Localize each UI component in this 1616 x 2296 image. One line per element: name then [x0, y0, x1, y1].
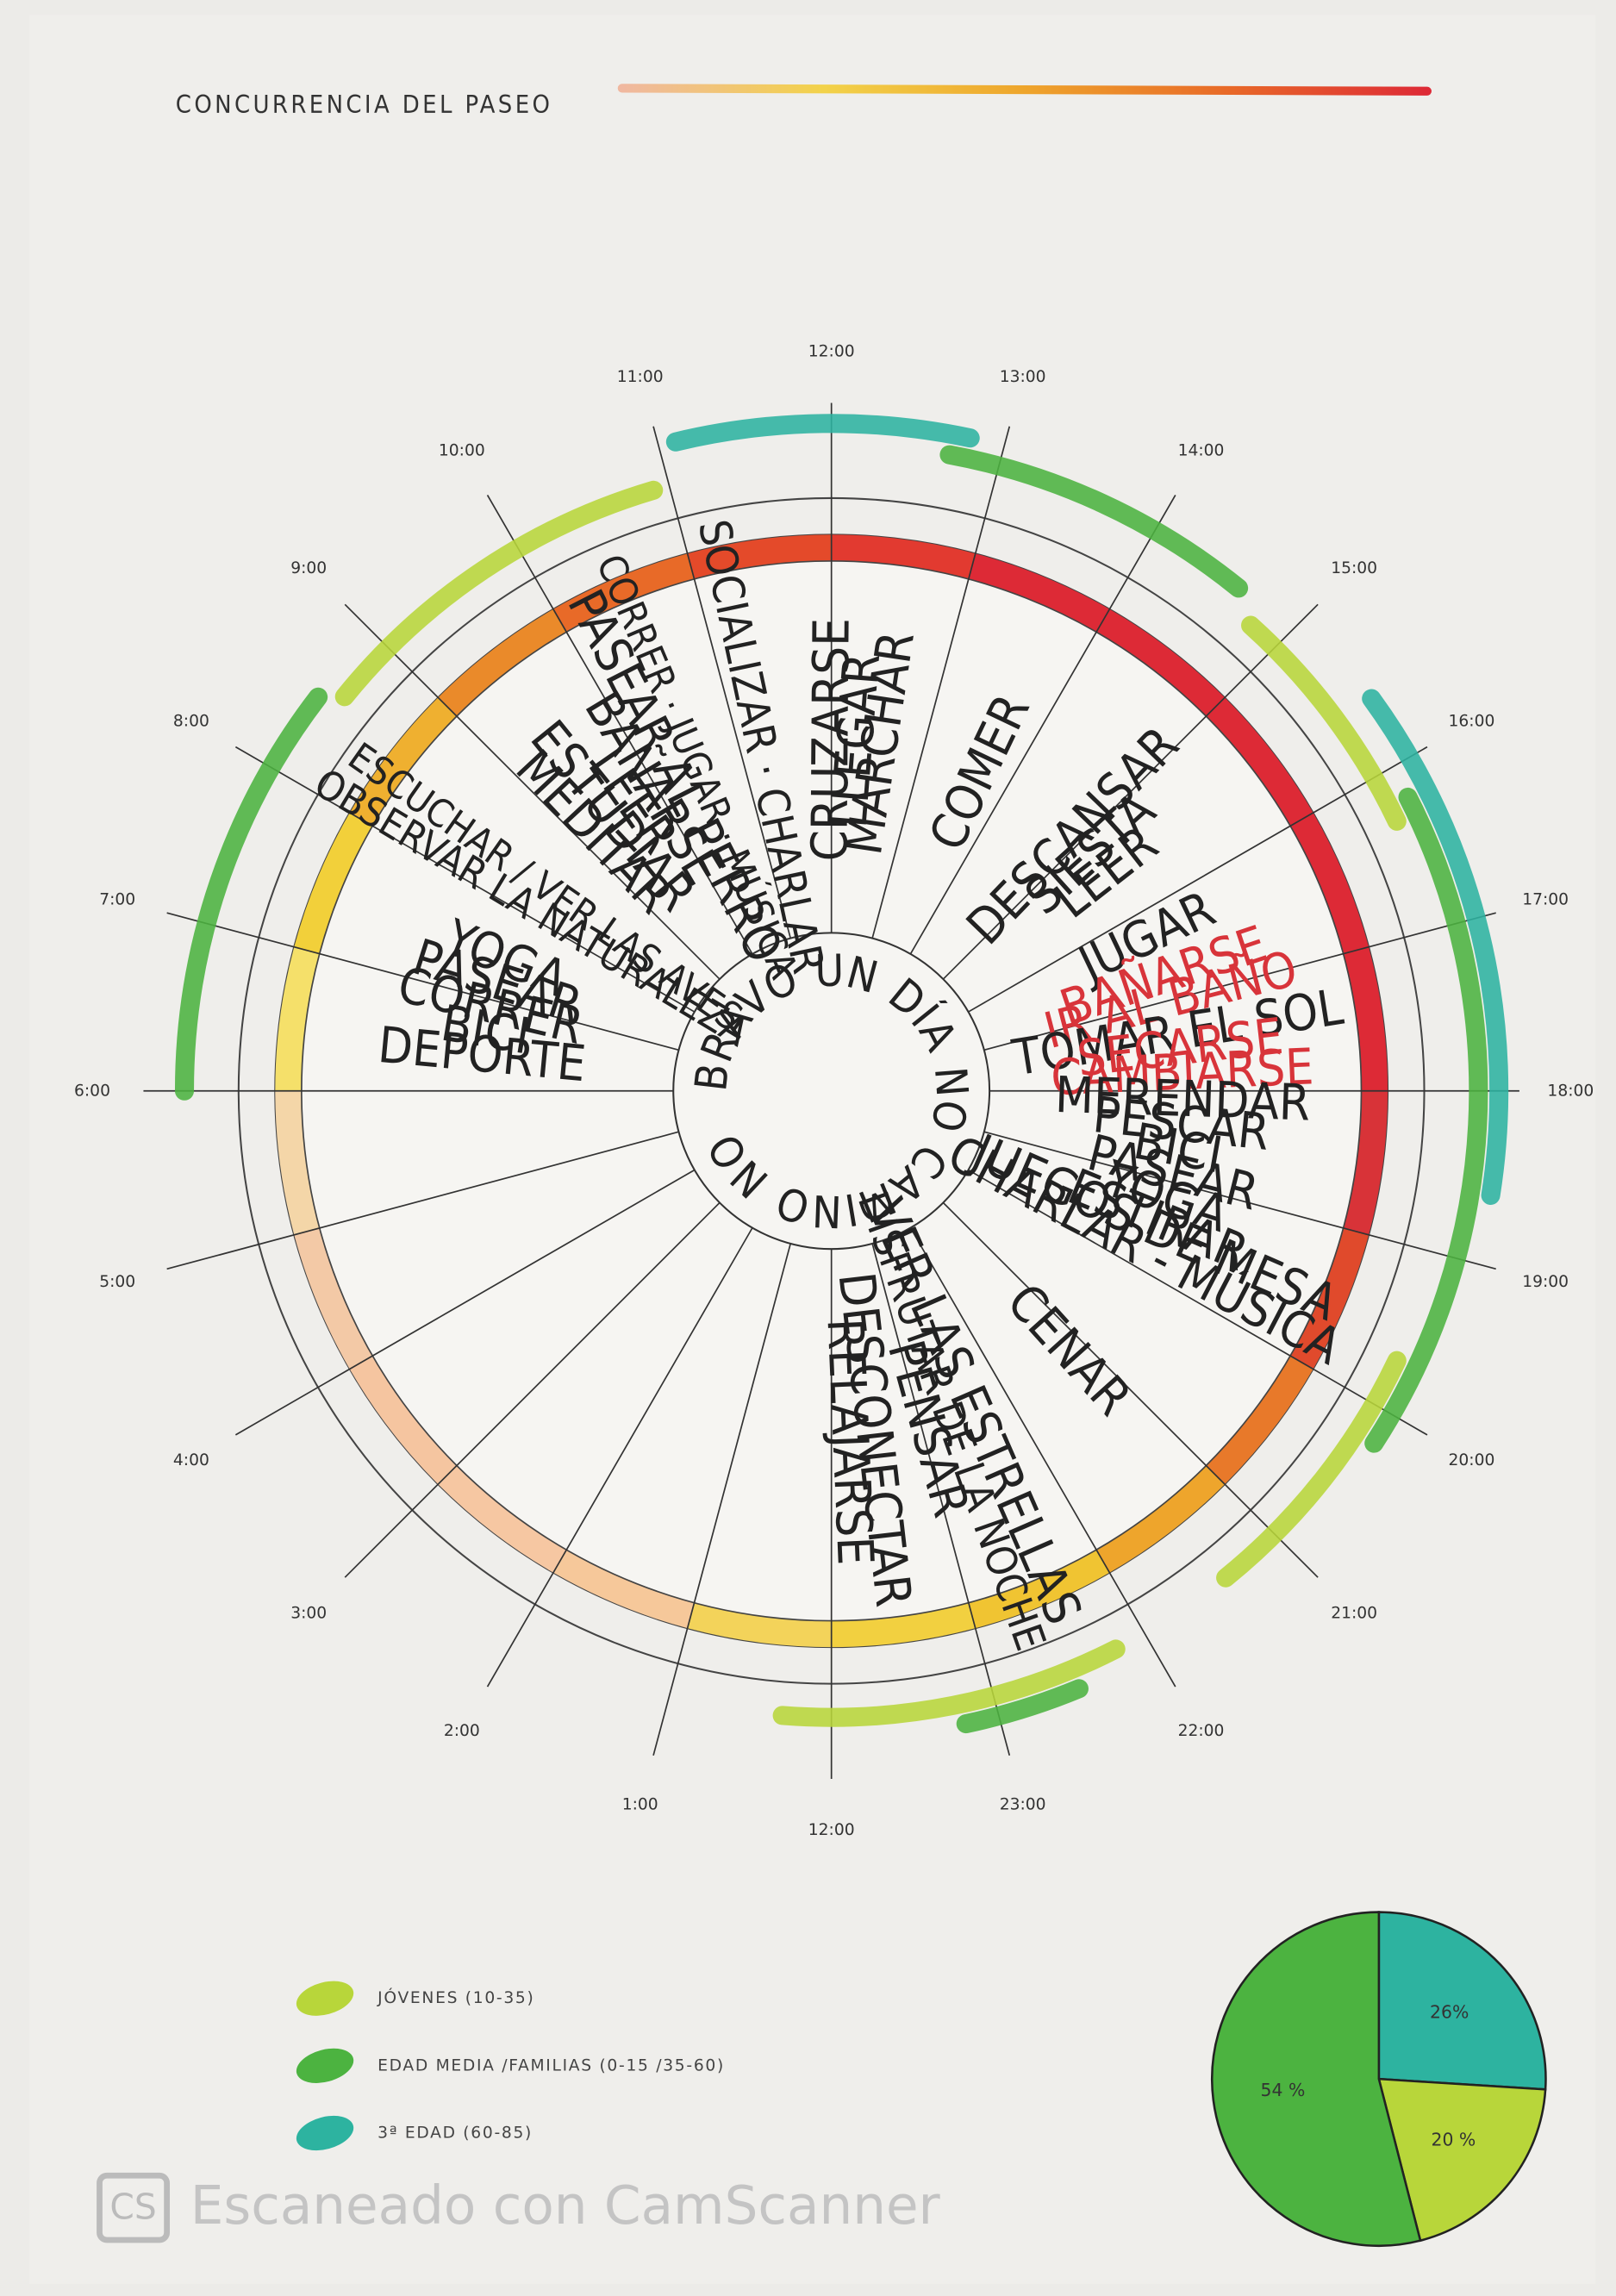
pie-label: 54 % [1261, 2080, 1306, 2100]
title: CONCURRENCIA DEL PASEO [176, 90, 553, 119]
watermark: Escaneado con CamScanner [190, 2175, 941, 2237]
hour-label: 3:00 [290, 1605, 327, 1623]
hour-label: 16:00 [1449, 712, 1495, 730]
page: CONCURRENCIA DEL PASEO CS Escaneado con … [0, 0, 1616, 2296]
pie-label: 20 % [1432, 2130, 1476, 2150]
hour-label: 20:00 [1449, 1451, 1495, 1469]
hour-label: 15:00 [1331, 559, 1377, 577]
hour-label: 8:00 [173, 712, 209, 730]
hour-label: 22:00 [1178, 1722, 1225, 1740]
hour-label: 18:00 [1547, 1082, 1594, 1100]
hour-label: 17:00 [1522, 890, 1569, 908]
hour-label: 19:00 [1522, 1273, 1569, 1291]
hour-label: 6:00 [74, 1082, 110, 1100]
watermark-logo: CS [109, 2186, 156, 2227]
hour-label: 21:00 [1331, 1605, 1377, 1623]
drawing: CONCURRENCIA DEL PASEO CS Escaneado con … [0, 0, 1616, 2296]
legend-label: EDAD MEDIA /FAMILIAS (0-15 /35-60) [377, 2056, 725, 2075]
hour-label: 23:00 [1000, 1796, 1046, 1814]
hour-label: 13:00 [1000, 368, 1046, 386]
title-bar [622, 88, 1427, 90]
hour-label: 12:00 [808, 1821, 855, 1839]
activity: RELAJARSE [815, 1317, 884, 1566]
hour-label: 7:00 [99, 890, 135, 908]
hour-label: 11:00 [617, 368, 664, 386]
hour-label: 5:00 [99, 1273, 135, 1291]
hour-label: 4:00 [173, 1451, 209, 1469]
hour-label: 1:00 [622, 1796, 658, 1814]
pie-label: 26% [1430, 2001, 1469, 2022]
hour-label: 14:00 [1178, 441, 1225, 459]
hour-label: 12:00 [808, 343, 855, 361]
hour-label: 2:00 [444, 1722, 480, 1740]
legend-label: JÓVENES (10-35) [377, 1987, 534, 2007]
hour-label: 10:00 [439, 441, 485, 459]
legend-label: 3ª EDAD (60-85) [377, 2124, 533, 2143]
hour-label: 9:00 [290, 559, 327, 577]
